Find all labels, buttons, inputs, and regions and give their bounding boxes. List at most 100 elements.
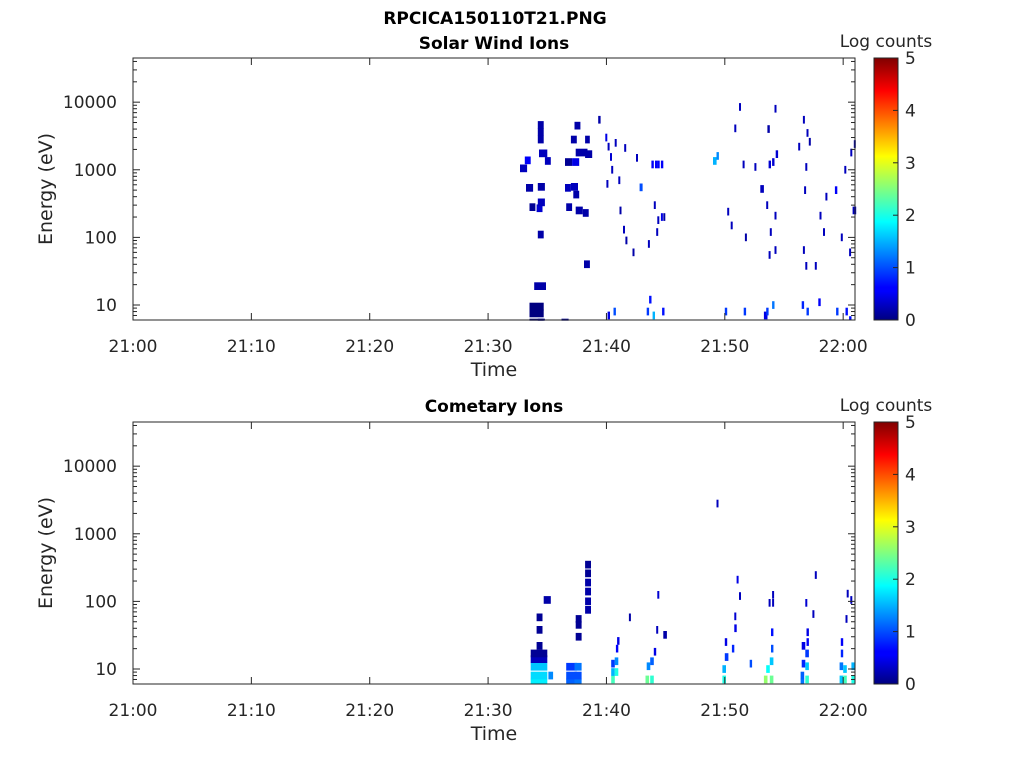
plot-frame [132,57,856,321]
colorbar-tick-label: 5 [905,413,916,433]
heatmap-cell [843,665,847,673]
heatmap-cell [734,124,737,133]
heatmap-cell [845,307,848,316]
heatmap-cell [769,675,774,684]
heatmap-cell [805,163,808,171]
heatmap-cell [585,597,591,606]
heatmap-cell [565,158,573,166]
heatmap-cell [624,144,627,152]
heatmap-cell [536,204,543,213]
heatmap-cell [713,157,717,165]
heatmap-cell [656,228,659,236]
y-axis-label: Energy (eV) [35,133,57,245]
heatmap-cell [743,307,747,316]
heatmap-cell [806,307,809,316]
heatmap-cell [731,644,735,653]
heatmap-cell [628,613,631,622]
x-tick-label: 21:10 [227,337,276,357]
heatmap-cell [722,665,726,673]
heatmap-cell [566,662,577,671]
heatmap-cell [530,649,548,658]
heatmap-cell [768,599,771,607]
colorbar-label: Log counts [840,32,933,52]
x-tick-label: 21:30 [464,337,513,357]
heatmap-cell [802,115,805,124]
heatmap-cell [800,678,805,684]
heatmap-cell [585,135,590,144]
heatmap-cell [766,201,769,209]
heatmap-cell [566,678,577,684]
heatmap-cell [806,628,809,637]
heatmap-cell [625,236,628,245]
heatmap-cell [716,152,719,160]
heatmap-cell [611,165,614,174]
heatmap-cell [774,211,777,220]
heatmap-cell [734,624,737,633]
heatmap-cell [613,307,616,316]
x-axis-label: Time [470,723,518,745]
heatmap-cell [647,240,650,248]
heatmap-cell [804,186,807,194]
heatmap-cell [774,246,777,254]
x-tick-label: 21:20 [345,701,394,721]
x-tick-label: 21:00 [109,701,158,721]
colorbar-tick-label: 4 [905,465,916,485]
x-tick-label: 22:00 [819,337,868,357]
heatmap-cell [536,626,543,634]
colorbar-tick-label: 3 [905,154,916,174]
heatmap-cell [724,653,729,661]
heatmap-cell [754,163,757,171]
colorbar-tick-label: 0 [905,675,916,695]
heatmap-cell [849,248,852,257]
heatmap-cell [774,104,777,113]
heatmap-cell [663,631,667,639]
heatmap-cell [529,309,544,318]
heatmap-cell [850,148,853,157]
heatmap-cell [801,301,805,309]
y-tick-label: 10 [95,296,117,316]
heatmap-cell [530,662,548,671]
heatmap-cell [839,675,844,684]
heatmap-cell [744,233,747,242]
heatmap-cell [614,668,619,676]
heatmap-cell [769,228,772,236]
heatmap-cell [772,591,775,599]
heatmap-cell [662,307,665,316]
heatmap-cell [768,251,771,259]
heatmap-cell [585,606,591,614]
plot-frame [132,421,856,685]
panel-title: Cometary Ions [425,397,564,417]
heatmap-cell [727,207,730,216]
heatmap-cells [520,103,857,321]
heatmap-cell [653,647,657,656]
heatmap-cell [800,671,805,680]
heatmap-cell [771,644,774,653]
heatmap-cell [585,150,593,158]
heatmap-cell [763,675,768,684]
x-tick-label: 21:40 [582,337,631,357]
y-tick-label: 100 [85,228,117,248]
heatmap-cell [575,615,582,623]
y-tick-label: 100 [85,592,117,612]
heatmap-cell [585,578,591,587]
heatmap-cell [537,128,544,136]
heatmap-cell [536,642,543,650]
heatmap-cell [657,160,660,169]
heatmap-cell [614,139,617,147]
heatmap-cell [537,198,545,207]
colorbar [873,421,899,685]
heatmap-cell [574,662,582,671]
heatmap-cell [585,569,591,578]
colorbar-tick-label: 1 [905,623,916,643]
heatmap-cell [650,675,654,684]
heatmap-cell [611,668,615,676]
heatmap-cell [575,632,582,641]
heatmap-cell [530,678,548,684]
heatmap-cell [805,599,808,607]
heatmap-cell [565,184,571,192]
heatmap-cell [825,192,828,201]
heatmap-cell [575,148,588,157]
heatmap-cell [574,678,582,684]
colorbar-label: Log counts [840,396,933,416]
heatmap-cell [520,164,528,173]
